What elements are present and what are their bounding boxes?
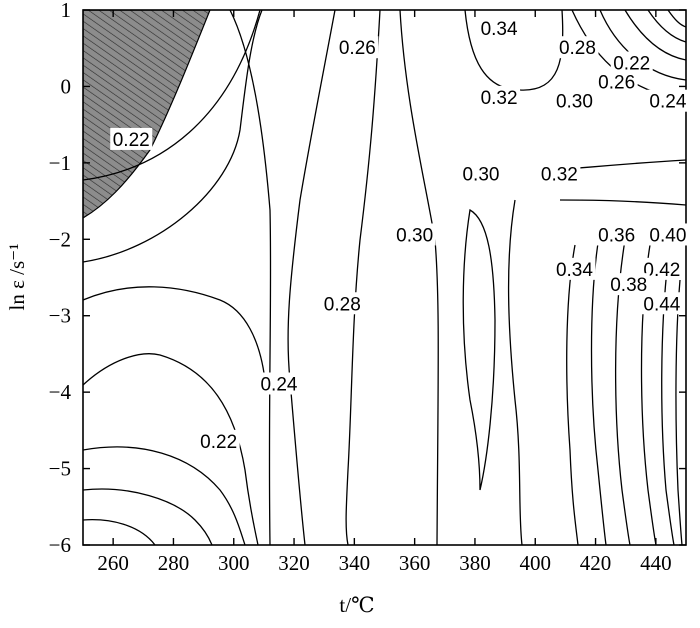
y-tick-label: 1 xyxy=(61,0,72,22)
contour-label-bg xyxy=(556,36,599,59)
contour-label: 0.26 xyxy=(598,73,635,94)
contour-label: 0.40 xyxy=(649,225,686,246)
y-tick-label: −5 xyxy=(49,457,71,481)
contour-label-bg xyxy=(553,257,596,280)
contour-label-bg xyxy=(607,273,650,296)
contour-label: 0.24 xyxy=(649,92,686,113)
contour-label-bg xyxy=(640,257,683,280)
contour-label: 0.34 xyxy=(556,260,593,281)
contour-label: 0.38 xyxy=(610,275,647,296)
x-tick-label: 380 xyxy=(459,551,491,575)
contour-label: 0.30 xyxy=(462,164,499,185)
contour-label: 0.28 xyxy=(324,294,361,315)
contour-label: 0.30 xyxy=(396,225,433,246)
contour-label: 0.28 xyxy=(559,38,596,59)
contour-label: 0.22 xyxy=(113,130,150,151)
contour-label-bg xyxy=(257,372,300,395)
contour-label-bg xyxy=(595,70,638,93)
plot-frame xyxy=(82,9,687,546)
x-tick-label: 340 xyxy=(339,551,371,575)
x-axis-title: t/℃ xyxy=(339,593,374,617)
contour-label-bg xyxy=(110,127,153,150)
contour-label: 0.26 xyxy=(339,38,376,59)
contour-label-bg xyxy=(336,36,379,59)
contour-label-bg xyxy=(646,89,689,112)
contour-label: 0.22 xyxy=(613,54,650,75)
instability-region xyxy=(83,10,211,219)
y-tick-label: −4 xyxy=(49,380,72,404)
contour-label-bg xyxy=(478,17,521,40)
x-tick-label: 420 xyxy=(580,551,612,575)
x-tick-label: 300 xyxy=(218,551,250,575)
contour-label: 0.36 xyxy=(598,225,635,246)
x-tick-label: 260 xyxy=(97,551,129,575)
y-tick-label: −3 xyxy=(49,304,71,328)
contour-label-bg xyxy=(595,223,638,246)
y-axis: −6 −5 −4 −3 −2 −1 0 1 xyxy=(49,0,686,557)
contour-label: 0.32 xyxy=(481,88,518,109)
contour-label: 0.30 xyxy=(556,92,593,113)
contour-label: 0.42 xyxy=(643,260,680,281)
contour-label-bg xyxy=(538,162,581,185)
contour-label: 0.24 xyxy=(260,375,297,396)
contour-label-bg xyxy=(553,89,596,112)
contour-label: 0.44 xyxy=(643,294,680,315)
y-tick-label: 0 xyxy=(61,74,72,98)
contour-label-bg xyxy=(197,429,240,452)
x-tick-label: 280 xyxy=(158,551,190,575)
contour-label-bg xyxy=(393,223,436,246)
x-tick-label: 360 xyxy=(399,551,431,575)
x-tick-label: 400 xyxy=(520,551,552,575)
x-axis: 260 280 300 320 340 360 380 400 420 440 xyxy=(97,10,672,575)
y-axis-title: ln ε /s⁻¹ xyxy=(5,243,29,310)
x-tick-label: 320 xyxy=(278,551,310,575)
x-tick-label: 440 xyxy=(640,551,672,575)
contour-lines xyxy=(83,10,686,545)
contour-label: 0.32 xyxy=(541,164,578,185)
contour-label-bg xyxy=(640,292,683,315)
contour-label-bg xyxy=(459,162,502,185)
y-tick-label: −1 xyxy=(49,151,71,175)
y-tick-label: −6 xyxy=(49,533,71,557)
contour-label-bg xyxy=(478,85,521,108)
contour-label-bg xyxy=(646,223,689,246)
contour-labels: 0.260.340.320.280.220.260.30 0.240.220.30… xyxy=(110,17,689,453)
contour-label-bg xyxy=(321,292,364,315)
contour-label-bg xyxy=(610,51,653,74)
contour-label: 0.22 xyxy=(200,432,237,453)
contour-label: 0.34 xyxy=(481,19,518,40)
y-tick-label: −2 xyxy=(49,227,71,251)
